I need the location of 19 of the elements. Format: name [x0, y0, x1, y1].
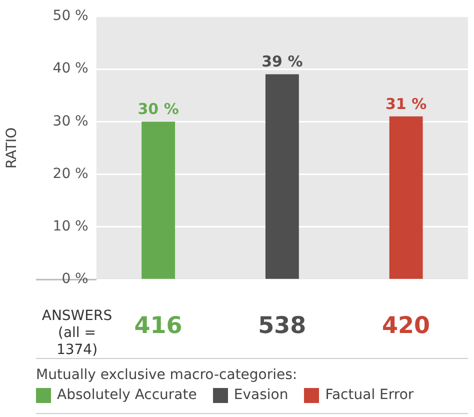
y-tick-label: 40 % — [52, 60, 88, 77]
text: (all = 1374) — [56, 325, 98, 358]
legend-label: Evasion — [234, 387, 288, 403]
y-tick-label: 0 % — [62, 271, 88, 288]
legend-title: Mutually exclusive macro-categories: — [36, 367, 298, 383]
text: ANSWERS — [42, 308, 112, 324]
y-axis-title: RATIO — [4, 127, 20, 169]
data-label: 39 % — [262, 52, 303, 71]
data-label: 30 % — [138, 100, 179, 118]
text: 538 — [258, 313, 306, 339]
y-tick-label: 10 % — [52, 218, 88, 235]
y-tick-label: 20 % — [52, 166, 88, 182]
y-tick-label: 30 % — [52, 113, 88, 130]
data-label: 31 % — [385, 94, 427, 113]
legend-label: Absolutely Accurate — [57, 387, 197, 403]
y-tick-label: 50 % — [52, 8, 88, 24]
text: 416 — [134, 313, 182, 339]
text: 420 — [382, 313, 430, 339]
legend-label: Factual Error — [325, 387, 414, 403]
